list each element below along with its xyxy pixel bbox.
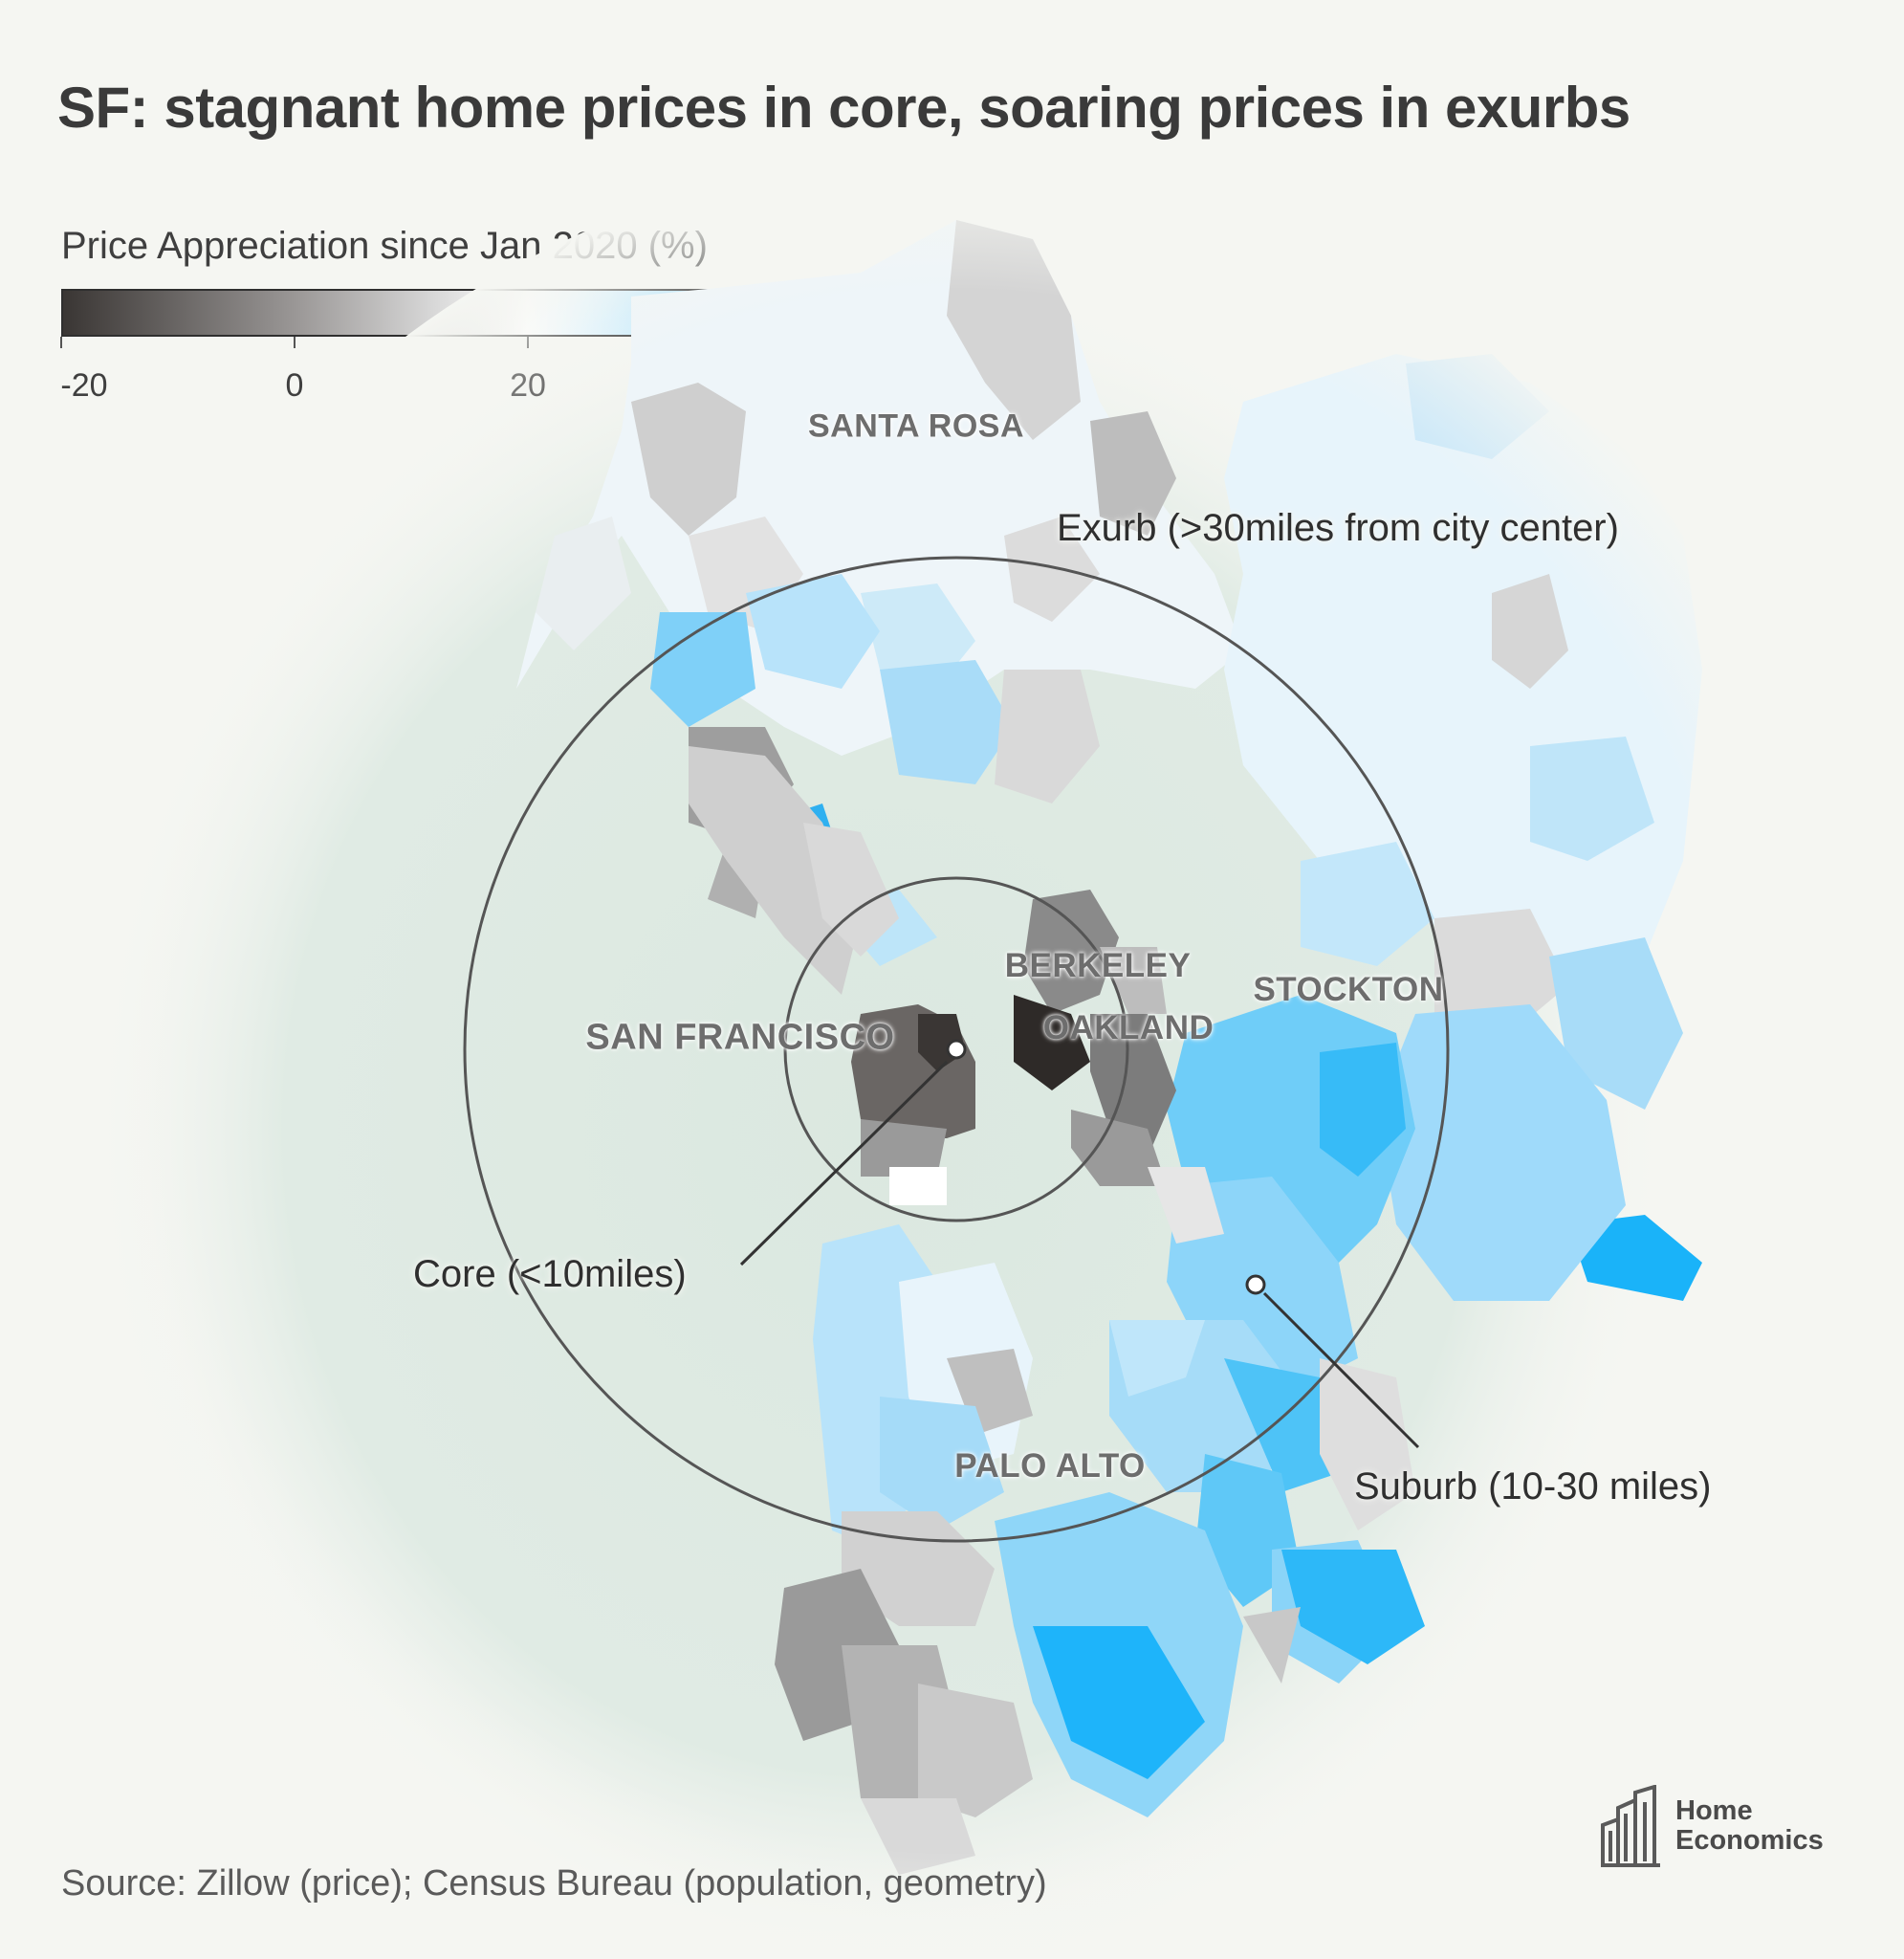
suburb-annotation: Suburb (10-30 miles) (1354, 1465, 1712, 1508)
city-label-santa-rosa: SANTA ROSA (808, 407, 1024, 445)
core-ring (783, 876, 1129, 1222)
legend-tick-label: -20 (60, 367, 108, 404)
legend-tick (294, 337, 295, 348)
suburb-marker (1245, 1274, 1266, 1295)
core-leader-line (739, 1060, 949, 1266)
suburb-ring (463, 556, 1450, 1543)
brand-line-1: Home (1675, 1795, 1753, 1826)
city-center-marker (946, 1039, 967, 1060)
core-annotation: Core (<10miles) (413, 1253, 687, 1295)
city-label-san-francisco: SAN FRANCISCO (585, 1017, 895, 1058)
exurb-annotation: Exurb (>30miles from city center) (1057, 507, 1619, 549)
chart-title: SF: stagnant home prices in core, soarin… (57, 76, 1630, 140)
suburb-leader-line (1262, 1291, 1420, 1449)
brand-line-2: Economics (1675, 1825, 1824, 1856)
legend-tick (60, 337, 62, 348)
home-economics-logo: Home Economics (1599, 1785, 1824, 1867)
legend-tick-label: 0 (285, 367, 304, 404)
city-label-oakland: OAKLAND (1042, 1009, 1215, 1046)
city-label-palo-alto: PALO ALTO (954, 1447, 1146, 1485)
building-logo-icon (1601, 1785, 1660, 1867)
city-label-berkeley: BERKELEY (1004, 947, 1192, 984)
city-label-stockton: STOCKTON (1253, 971, 1444, 1008)
source-note: Source: Zillow (price); Census Bureau (p… (61, 1863, 1047, 1904)
brand-name: Home Economics (1675, 1796, 1824, 1856)
